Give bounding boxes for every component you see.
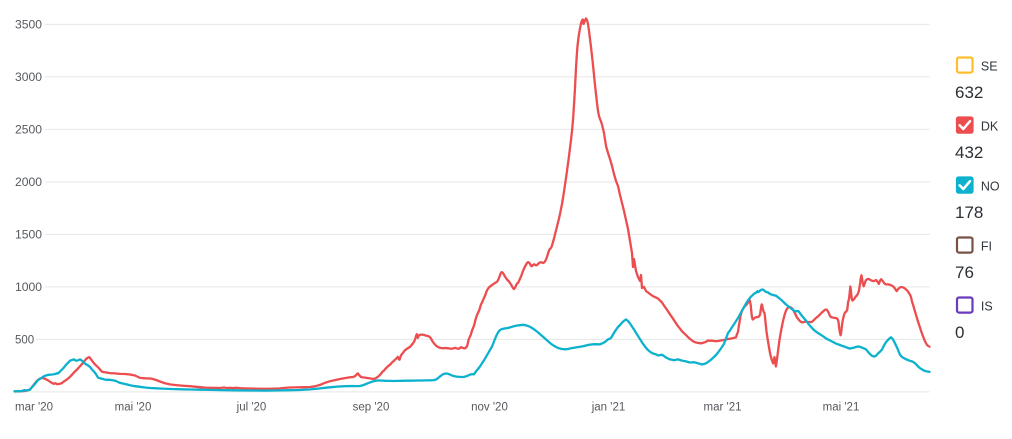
svg-text:432: 432 xyxy=(955,143,983,162)
svg-text:76: 76 xyxy=(955,263,974,282)
svg-text:IS: IS xyxy=(981,299,993,313)
svg-text:jan '21: jan '21 xyxy=(591,402,626,414)
svg-text:1000: 1000 xyxy=(15,282,42,294)
svg-text:178: 178 xyxy=(955,203,983,222)
svg-text:3000: 3000 xyxy=(15,72,42,84)
svg-text:mai '20: mai '20 xyxy=(115,402,152,414)
svg-text:mar '21: mar '21 xyxy=(704,402,742,414)
svg-text:2500: 2500 xyxy=(15,125,42,137)
svg-text:nov '20: nov '20 xyxy=(471,402,508,414)
svg-text:SE: SE xyxy=(981,59,998,73)
svg-text:mai '21: mai '21 xyxy=(823,402,860,414)
svg-text:FI: FI xyxy=(981,239,992,253)
svg-text:jul '20: jul '20 xyxy=(236,402,267,414)
svg-text:0: 0 xyxy=(955,323,964,342)
svg-text:1500: 1500 xyxy=(15,230,42,242)
svg-text:DK: DK xyxy=(981,119,999,133)
svg-text:2000: 2000 xyxy=(15,177,42,189)
svg-text:3500: 3500 xyxy=(15,20,42,32)
svg-text:632: 632 xyxy=(955,83,983,102)
svg-text:NO: NO xyxy=(981,179,1000,193)
svg-text:500: 500 xyxy=(15,335,34,347)
svg-text:sep '20: sep '20 xyxy=(353,402,390,414)
svg-text:mar '20: mar '20 xyxy=(15,402,53,414)
